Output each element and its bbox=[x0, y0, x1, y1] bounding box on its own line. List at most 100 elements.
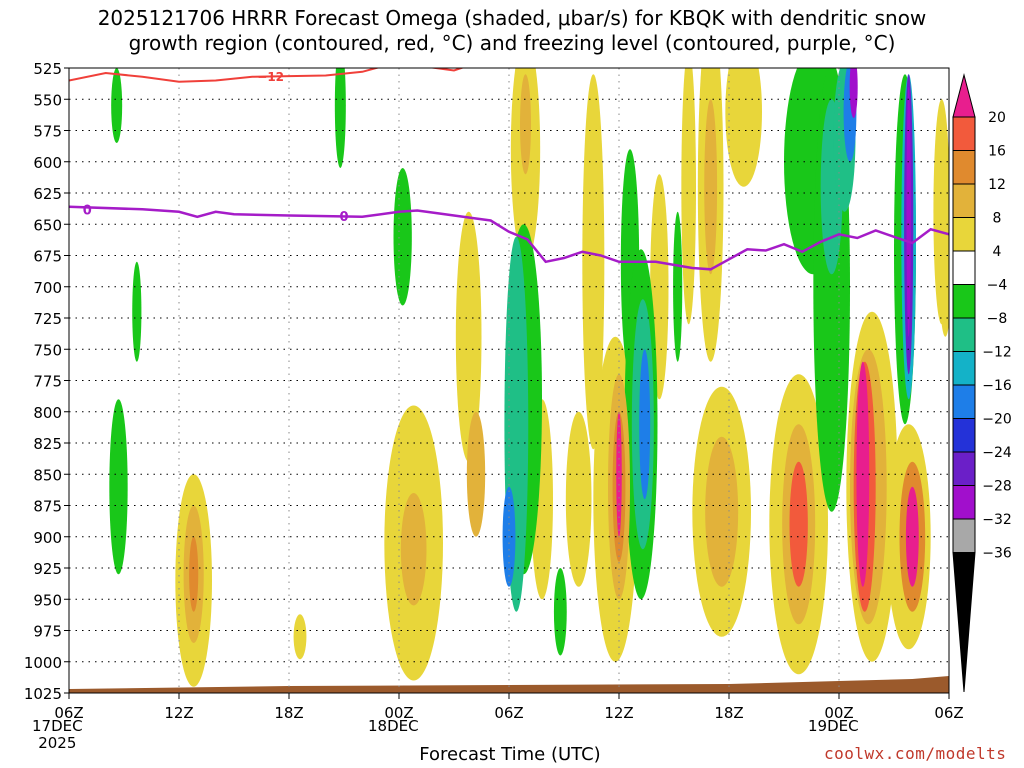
y-tick-label-950: 950 bbox=[33, 591, 62, 609]
y-tick-label-750: 750 bbox=[33, 341, 62, 359]
x-tick-label-3: 00Z bbox=[384, 704, 413, 722]
colorbar-label-0: 20 bbox=[988, 110, 1006, 126]
omega-cell-31 bbox=[673, 211, 683, 362]
y-tick-label-775: 775 bbox=[33, 373, 62, 391]
colorbar-label-4: 4 bbox=[993, 244, 1002, 260]
omega-cell-20 bbox=[565, 411, 592, 587]
terrain-fill bbox=[69, 676, 949, 693]
y-tick-label-925: 925 bbox=[33, 560, 62, 578]
colorbar-segment-1 bbox=[952, 150, 976, 185]
y-tick-label-1000: 1000 bbox=[24, 654, 62, 672]
colorbar-label-8: −16 bbox=[982, 378, 1012, 394]
x-tick-label-8: 06Z bbox=[934, 704, 963, 722]
y-tick-label-575: 575 bbox=[33, 123, 62, 141]
x-tick-label-0: 06Z bbox=[54, 704, 83, 722]
omega-cell-46 bbox=[849, 68, 858, 118]
chart-title: 2025121706 HRRR Forecast Omega (shaded, … bbox=[0, 6, 1024, 56]
omega-cell-40 bbox=[789, 461, 808, 587]
omega-cell-1 bbox=[109, 399, 128, 575]
omega-cell-19 bbox=[553, 568, 567, 656]
y-tick-label-825: 825 bbox=[33, 435, 62, 453]
omega-cell-5 bbox=[189, 536, 199, 612]
y-tick-label-975: 975 bbox=[33, 623, 62, 641]
omega-cell-17 bbox=[520, 74, 531, 175]
colorbar-label-12: −32 bbox=[982, 512, 1012, 528]
omega-cell-12 bbox=[466, 411, 486, 537]
y-tick-label-625: 625 bbox=[33, 185, 62, 203]
date-label-19dec-day: 19DEC bbox=[808, 717, 859, 735]
x-tick-label-7: 00Z bbox=[824, 704, 853, 722]
y-tick-label-900: 900 bbox=[33, 529, 62, 547]
dgz-contour-label: −12 bbox=[257, 70, 284, 84]
y-tick-label-675: 675 bbox=[33, 248, 62, 266]
colorbar-segment-6 bbox=[952, 317, 976, 352]
omega-cell-57 bbox=[906, 86, 911, 337]
date-label-17dec-year: 2025 bbox=[38, 734, 77, 752]
omega-cell-9 bbox=[400, 493, 427, 606]
colorbar-label-3: 8 bbox=[993, 211, 1002, 227]
colorbar-segment-8 bbox=[952, 384, 976, 419]
x-axis: 06Z 12Z 18Z 00Z 06Z 12Z 18Z 00Z 06Z bbox=[54, 693, 964, 722]
colorbar-label-9: −20 bbox=[982, 412, 1012, 428]
omega-cell-53 bbox=[905, 486, 919, 587]
y-tick-label-600: 600 bbox=[33, 154, 62, 172]
colorbar-label-5: −4 bbox=[987, 278, 1008, 294]
y-tick-label-700: 700 bbox=[33, 279, 62, 297]
source-credit[interactable]: coolwx.com/modelts bbox=[824, 744, 1007, 763]
colorbar-segment-4 bbox=[952, 250, 976, 285]
x-tick-label-5: 12Z bbox=[604, 704, 633, 722]
y-axis: 525 550 575 600 625 650 675 700 725 750 775 800 825 8… bbox=[24, 60, 69, 703]
y-tick-label-875: 875 bbox=[33, 498, 62, 516]
colorbar-label-1: 16 bbox=[988, 144, 1006, 160]
colorbar-label-6: −8 bbox=[987, 311, 1008, 327]
freezing-level-label-1: 0 bbox=[83, 204, 92, 219]
freezing-level-contour bbox=[69, 205, 949, 271]
omega-cell-7 bbox=[334, 68, 346, 168]
contour-layer: 0 0 −12 bbox=[69, 68, 949, 271]
colorbar-segment-3 bbox=[952, 217, 976, 252]
omega-cell-6 bbox=[293, 614, 307, 660]
colorbar-over-triangle bbox=[952, 73, 976, 118]
y-tick-label-650: 650 bbox=[33, 216, 62, 234]
x-tick-label-6: 18Z bbox=[714, 704, 743, 722]
colorbar-under-triangle bbox=[952, 552, 976, 693]
y-tick-label-525: 525 bbox=[33, 60, 62, 78]
y-tick-label-725: 725 bbox=[33, 310, 62, 328]
y-tick-label-1025: 1025 bbox=[24, 685, 62, 703]
x-tick-label-1: 12Z bbox=[164, 704, 193, 722]
colorbar-label-2: 12 bbox=[988, 177, 1006, 193]
date-label-17dec: 17DEC 2025 bbox=[32, 718, 83, 752]
omega-shading-layer bbox=[109, 68, 949, 687]
chart-title-line-2: growth region (contoured, red, °C) and f… bbox=[128, 31, 896, 55]
date-label-19dec: 19DEC bbox=[808, 718, 859, 735]
omega-cell-0 bbox=[111, 68, 123, 143]
date-label-18dec: 18DEC bbox=[368, 718, 419, 735]
chart-title-line-1: 2025121706 HRRR Forecast Omega (shaded, … bbox=[97, 6, 927, 30]
omega-cell-37 bbox=[725, 68, 762, 187]
omega-cell-21 bbox=[582, 74, 605, 450]
colorbar-segment-11 bbox=[952, 485, 976, 520]
colorbar-segment-9 bbox=[952, 418, 976, 453]
dgz-contour-right bbox=[428, 68, 465, 72]
omega-cell-29 bbox=[639, 349, 651, 500]
colorbar-segment-10 bbox=[952, 451, 976, 486]
y-tick-label-550: 550 bbox=[33, 91, 62, 109]
colorbar-label-10: −24 bbox=[982, 445, 1012, 461]
colorbar-segment-7 bbox=[952, 351, 976, 386]
omega-cell-34 bbox=[704, 99, 718, 275]
colorbar-segment-2 bbox=[952, 183, 976, 218]
colorbar-label-13: −36 bbox=[982, 546, 1012, 562]
omega-cell-11 bbox=[455, 211, 482, 462]
date-label-18dec-day: 18DEC bbox=[368, 717, 419, 735]
colorbar-segment-5 bbox=[952, 284, 976, 319]
dgz-contour bbox=[69, 68, 381, 83]
omega-cell-59 bbox=[939, 236, 949, 337]
omega-cell-25 bbox=[616, 411, 622, 537]
colorbar-segment-12 bbox=[952, 518, 976, 553]
colorbar: 20 16 12 8 4 −4 −8 −12 −16 −20 −24 −28 −32 −36 bbox=[952, 73, 1012, 693]
freezing-level-label-2: 0 bbox=[339, 210, 348, 225]
omega-cell-32 bbox=[681, 68, 696, 325]
y-tick-label-800: 800 bbox=[33, 404, 62, 422]
omega-cell-36 bbox=[705, 436, 739, 587]
